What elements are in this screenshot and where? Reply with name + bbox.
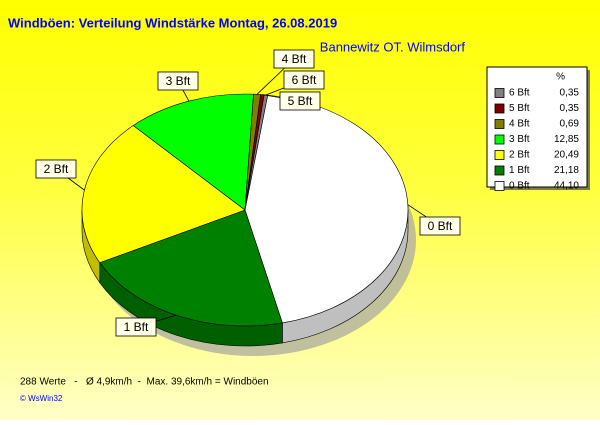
legend-value: 44,10 [554,181,579,192]
slice-label: 5 Bft [288,94,313,108]
label-box [157,71,199,91]
legend-label: 6 Bft [509,88,530,99]
legend: % 6 Bft 0,35 5 Bft 0,35 4 Bft 0,69 3 Bft 12,85 2 … [486,66,590,192]
legend-value: 21,18 [554,165,579,176]
label-box [279,91,321,111]
legend-swatch [494,181,505,191]
credit: © WsWin32 [20,394,63,403]
slice-label: 2 Bft [44,162,69,176]
legend-label: 0 Bft [509,181,530,192]
slice [132,93,254,211]
legend-value: 20,49 [554,150,579,161]
legend-swatch [494,134,505,145]
legend-swatch [494,150,505,160]
legend-label: 2 Bft [509,150,530,161]
slice-label: 1 Bft [124,320,149,334]
legend-value: 0,69 [560,119,580,130]
legend-swatch [494,165,505,176]
legend-swatch [494,119,505,129]
label-box [35,159,77,179]
chart-title: Windböen: Verteilung Windstärke Montag, … [8,15,337,30]
label-box [283,70,325,90]
footer: 288 Werte - Ø 4,9km/h - Max. 39,6km/h = … [20,377,269,388]
legend-value: 0,35 [560,88,580,99]
legend-label: 5 Bft [509,103,530,114]
chart-subtitle: Bannewitz OT. Wilmsdorf [320,39,466,54]
label-box [419,216,461,236]
legend-swatch [494,88,505,98]
legend-label: 4 Bft [509,119,530,130]
legend-swatch [494,103,505,114]
legend-value: 12,85 [554,134,579,145]
legend-value: 0,35 [560,103,580,114]
legend-title: % [556,72,565,83]
slice [244,94,409,324]
pie: 0 Bft 1 Bft 2 Bft 3 Bft 4 Bft 5 Bft 6 Bft [35,49,461,356]
legend-label: 1 Bft [509,165,530,176]
legend-label: 3 Bft [509,134,530,145]
slice [99,209,283,327]
label-box [273,49,315,69]
label-box [115,317,157,337]
slice-label: 6 Bft [292,73,317,87]
slice-label: 4 Bft [282,52,307,66]
slice-label: 0 Bft [428,219,453,233]
slice-label: 3 Bft [166,74,191,88]
